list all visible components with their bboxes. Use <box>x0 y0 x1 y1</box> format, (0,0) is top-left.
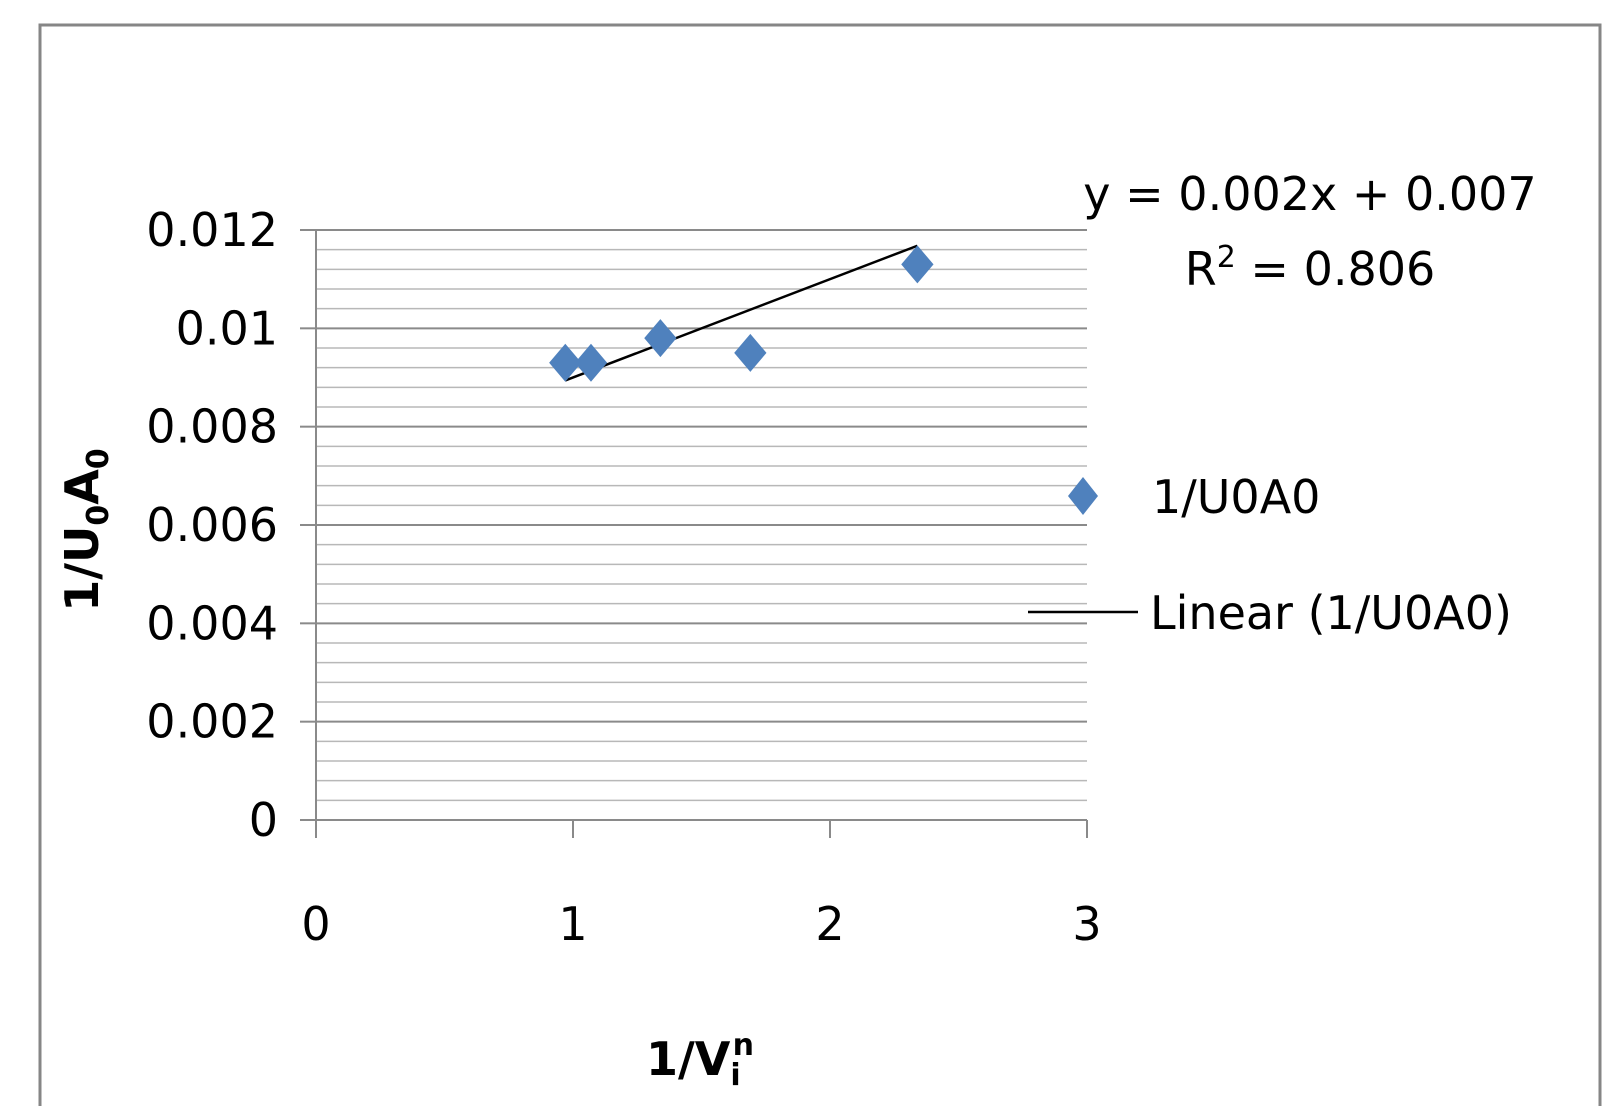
x-axis-title: 1/Vin <box>646 1028 754 1093</box>
tick-labels: 0 0.002 0.004 0.006 0.008 0.01 0.012 0 1 2 3 <box>146 203 1101 951</box>
y-tick-label: 0.012 <box>146 203 278 257</box>
x-tick-label: 2 <box>815 897 844 951</box>
trendline-equation: y = 0.002x + 0.007 <box>1083 167 1536 221</box>
trendline-layer <box>564 244 918 382</box>
legend-marker-diamond <box>1068 477 1098 515</box>
y-tick-label: 0.004 <box>146 596 278 650</box>
data-point <box>549 343 582 382</box>
chart-border <box>38 23 1602 1106</box>
legend: 1/U0A0 Linear (1/U0A0) <box>1028 470 1512 640</box>
x-tick-label: 3 <box>1072 897 1101 951</box>
plot-grid <box>316 229 1087 802</box>
y-tick-label: 0.002 <box>146 695 278 749</box>
legend-label-trend: Linear (1/U0A0) <box>1150 586 1512 640</box>
data-point <box>734 333 767 372</box>
data-point <box>901 245 934 284</box>
points-layer <box>549 245 934 382</box>
x-tick-label: 0 <box>301 897 330 951</box>
r-squared-label: R2 = 0.806 <box>1185 240 1436 296</box>
legend-label-series: 1/U0A0 <box>1152 470 1320 524</box>
y-tick-label: 0.006 <box>146 498 278 552</box>
x-tick-label: 1 <box>558 897 587 951</box>
data-point <box>644 319 677 358</box>
y-tick-label: 0.008 <box>146 400 278 454</box>
y-tick-label: 0 <box>249 793 278 847</box>
axes <box>300 229 1088 838</box>
y-tick-label: 0.01 <box>176 301 278 355</box>
data-point <box>574 343 608 382</box>
trendline <box>564 244 918 382</box>
y-axis-title: 1/U0A0 <box>55 448 116 612</box>
